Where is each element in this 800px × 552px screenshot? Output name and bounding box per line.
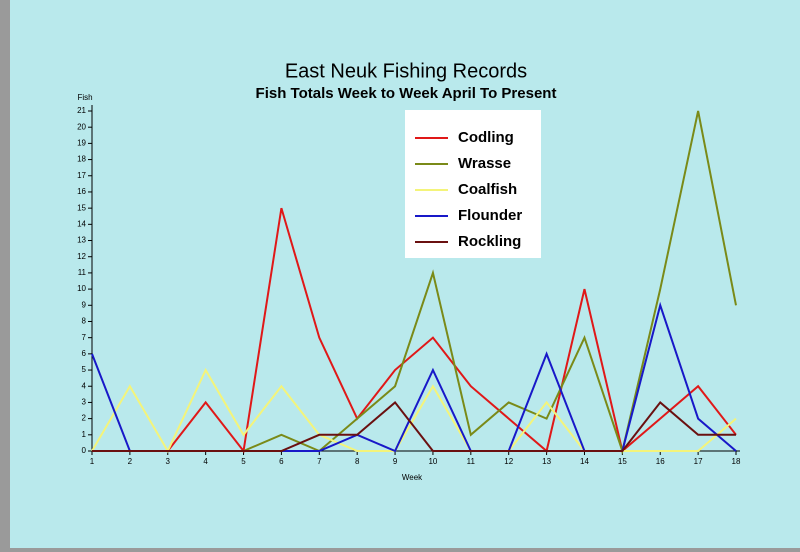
y-tick-label: 20 [77, 122, 86, 131]
y-tick-label: 1 [82, 430, 87, 439]
y-tick-label: 10 [77, 284, 86, 293]
y-tick-label: 18 [77, 155, 86, 164]
x-tick-label: 14 [580, 457, 589, 466]
plot-background [10, 0, 800, 548]
y-tick-label: 17 [77, 171, 86, 180]
y-tick-label: 6 [82, 349, 87, 358]
legend-label: Rockling [458, 233, 521, 250]
series-line [91, 367, 737, 454]
x-tick-label: 1 [90, 457, 95, 466]
x-tick-label: 16 [656, 457, 665, 466]
y-tick-label: 16 [77, 187, 86, 196]
x-tick-label: 12 [504, 457, 513, 466]
y-tick-label: 3 [82, 398, 87, 407]
y-tick-label: 5 [82, 365, 87, 374]
series-line [92, 207, 737, 454]
x-tick-label: 2 [128, 457, 133, 466]
y-tick-label: 15 [77, 203, 86, 212]
x-tick-label: 10 [428, 457, 437, 466]
y-tick-label: 19 [77, 138, 86, 147]
y-tick-label: 7 [82, 333, 87, 342]
x-tick-label: 4 [203, 457, 208, 466]
series-line [92, 400, 736, 452]
x-tick-label: 11 [467, 457, 476, 466]
legend-box [405, 110, 541, 258]
y-tick-label: 21 [77, 106, 86, 115]
y-tick-label: 12 [77, 252, 86, 261]
legend-label: Wrasse [458, 155, 511, 172]
legend-label: Flounder [458, 207, 522, 224]
x-tick-label: 3 [166, 457, 171, 466]
chart-subtitle: Fish Totals Week to Week April To Presen… [256, 85, 557, 102]
y-tick-label: 0 [82, 446, 87, 455]
x-tick-label: 15 [618, 457, 627, 466]
x-tick-label: 6 [279, 457, 284, 466]
y-tick-label: 13 [77, 236, 86, 245]
x-tick-label: 9 [393, 457, 398, 466]
y-tick-label: 11 [78, 268, 87, 277]
x-tick-label: 13 [542, 457, 551, 466]
x-tick-label: 5 [241, 457, 246, 466]
x-tick-label: 8 [355, 457, 360, 466]
y-tick-label: 2 [82, 414, 87, 423]
legend-label: Codling [458, 129, 514, 146]
x-tick-label: 7 [317, 457, 322, 466]
x-tick-label: 18 [732, 457, 741, 466]
y-tick-label: 9 [82, 300, 87, 309]
y-tick-label: 4 [82, 381, 87, 390]
legend-label: Coalfish [458, 181, 517, 198]
x-tick-label: 17 [694, 457, 703, 466]
y-tick-label: 8 [82, 317, 87, 326]
chart-title: East Neuk Fishing Records [285, 60, 527, 82]
y-axis-label: Fish [77, 93, 92, 102]
x-axis-label: Week [402, 473, 423, 482]
y-tick-label: 14 [77, 219, 86, 228]
